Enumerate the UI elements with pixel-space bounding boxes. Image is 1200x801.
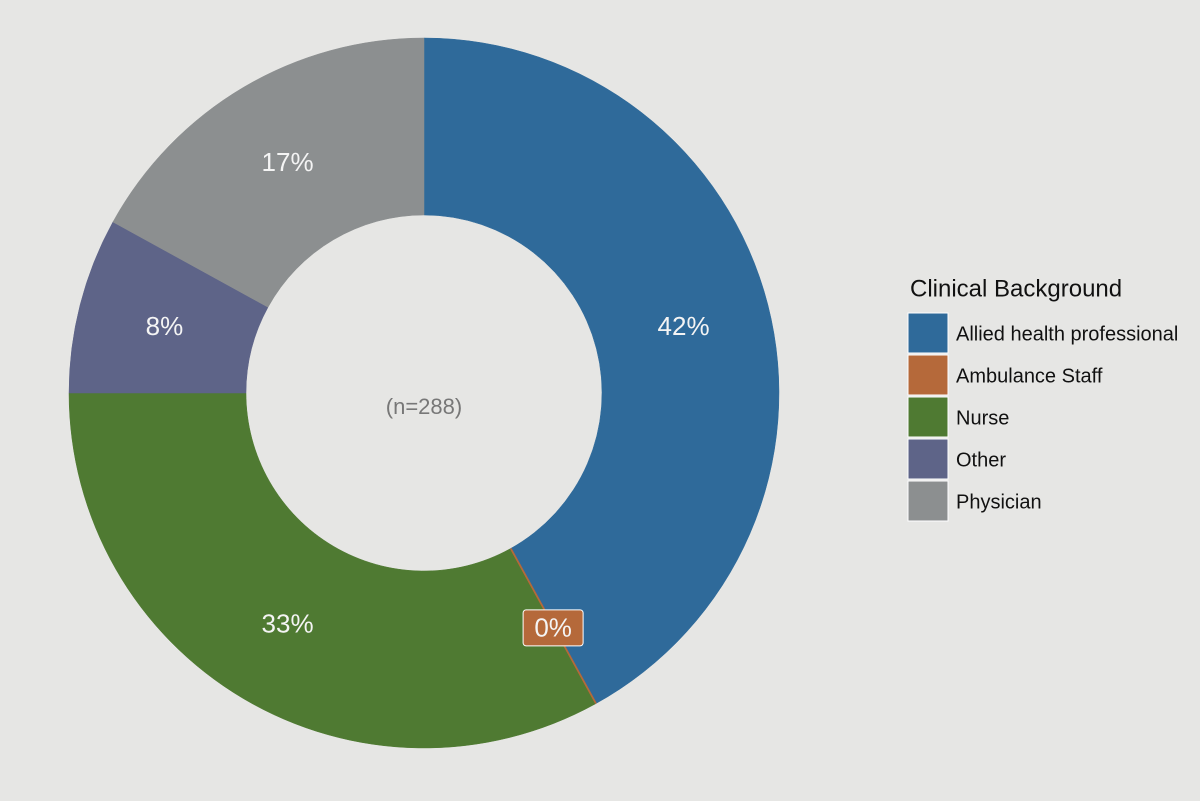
legend-label: Nurse: [956, 407, 1009, 429]
legend-title: Clinical Background: [910, 275, 1122, 302]
data-label: 0%: [534, 613, 572, 643]
legend-label: Other: [956, 449, 1006, 471]
legend-swatch: [907, 312, 949, 354]
legend-swatch: [907, 396, 949, 438]
donut-slice: [112, 37, 425, 308]
data-label: 42%: [658, 311, 710, 341]
donut-slice: [423, 37, 780, 705]
legend-swatch: [907, 438, 949, 480]
center-annotation: (n=288): [386, 394, 462, 419]
donut-slice: [68, 392, 596, 749]
data-label: 33%: [262, 609, 314, 639]
data-label-box: [522, 609, 584, 647]
legend-label: Physician: [956, 491, 1042, 513]
legend-swatch: [907, 480, 949, 522]
legend-label: Allied health professional: [956, 323, 1178, 345]
legend-swatch: [907, 354, 949, 396]
legend-label: Ambulance Staff: [956, 365, 1103, 387]
data-label: 17%: [262, 147, 314, 177]
data-label: 8%: [146, 311, 184, 341]
